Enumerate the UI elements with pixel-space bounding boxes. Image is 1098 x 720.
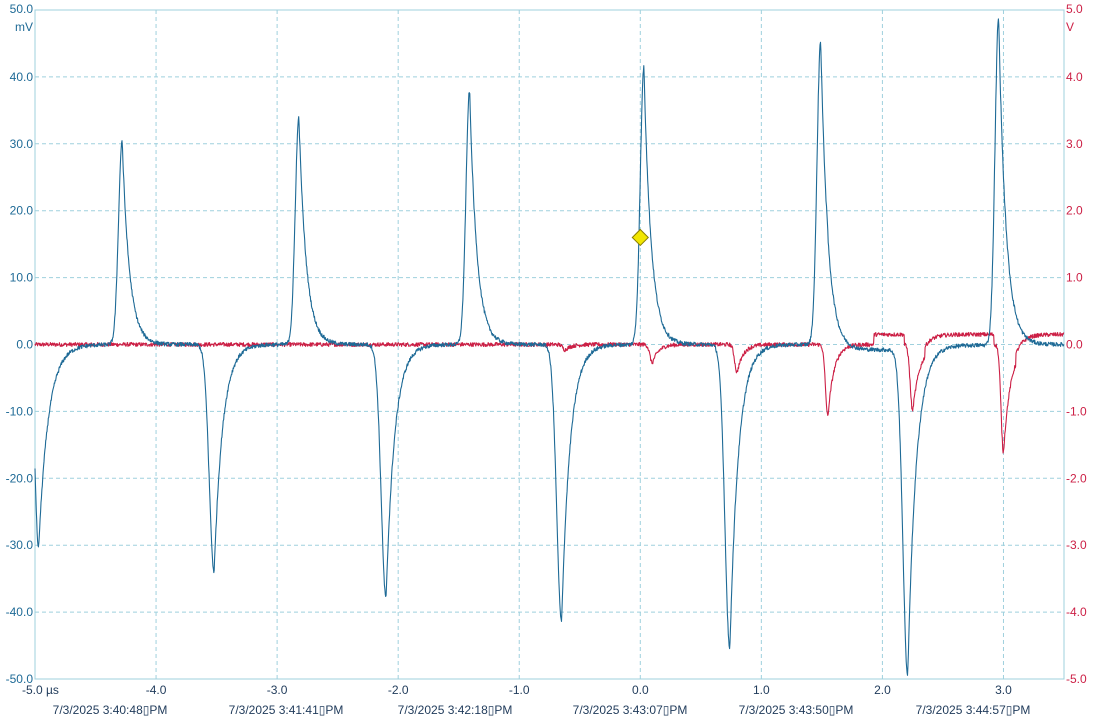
right-axis-unit: V [1066,20,1074,34]
left-axis-ticks: 50.0 40.0 30.0 20.0 10.0 0.0 -10.0 -20.0 -30.0 -4… [6,2,34,686]
timestamp-label: 7/3/2025 3:40:48▯PM [53,703,168,717]
x-tick-label: 3.0 [995,683,1012,697]
x-tick-label: -3.0 [267,683,288,697]
left-tick-label: 40.0 [10,70,34,84]
x-axis-ticks: -5.0 µs -4.0 -3.0 -2.0 -1.0 0.0 1.0 2.0 3.0 [22,683,1012,697]
timestamp-label: 7/3/2025 3:41:41▯PM [229,703,344,717]
timestamp-row: 7/3/2025 3:40:48▯PM 7/3/2025 3:41:41▯PM 7/… [53,703,1031,717]
right-tick-label: 5.0 [1066,2,1083,16]
left-tick-label: -30.0 [6,538,34,552]
timestamp-label: 7/3/2025 3:44:57▯PM [916,703,1031,717]
x-tick-label: -1.0 [509,683,530,697]
left-tick-label: -20.0 [6,471,34,485]
right-tick-label: -3.0 [1066,538,1087,552]
left-tick-label: 10.0 [10,271,34,285]
left-axis-unit: mV [15,20,33,34]
trigger-marker-layer [631,228,650,247]
x-tick-label: 1.0 [753,683,770,697]
x-tick-label: 0.0 [632,683,649,697]
grid [34,9,1065,680]
right-axis-ticks: 5.0 4.0 3.0 2.0 1.0 0.0 -1.0 -2.0 -3.0 -4.0 -5.0 [1066,2,1087,686]
x-tick-label: -4.0 [146,683,167,697]
right-tick-label: 0.0 [1066,338,1083,352]
left-tick-label: 0.0 [16,338,33,352]
right-tick-label: 4.0 [1066,70,1083,84]
right-tick-label: -5.0 [1066,672,1087,686]
timestamp-label: 7/3/2025 3:43:50▯PM [739,703,854,717]
right-tick-label: -2.0 [1066,471,1087,485]
traces [34,18,1065,676]
left-tick-label: 50.0 [10,2,34,16]
x-tick-label: 2.0 [874,683,891,697]
x-tick-label: -5.0 µs [22,683,59,697]
left-tick-label: 20.0 [10,204,34,218]
timestamp-label: 7/3/2025 3:43:07▯PM [573,703,688,717]
right-tick-label: -1.0 [1066,404,1087,418]
channel-v-trace [34,331,1065,454]
timestamp-label: 7/3/2025 3:42:18▯PM [398,703,513,717]
right-tick-label: 1.0 [1066,271,1083,285]
x-tick-label: -2.0 [388,683,409,697]
left-tick-label: -50.0 [6,672,34,686]
trigger-diamond-icon[interactable] [631,228,650,247]
right-tick-label: 2.0 [1066,204,1083,218]
left-tick-label: 30.0 [10,137,34,151]
right-tick-label: 3.0 [1066,137,1083,151]
left-tick-label: -10.0 [6,404,34,418]
channel-mv-trace [34,18,1065,676]
right-tick-label: -4.0 [1066,605,1087,619]
left-tick-label: -40.0 [6,605,34,619]
